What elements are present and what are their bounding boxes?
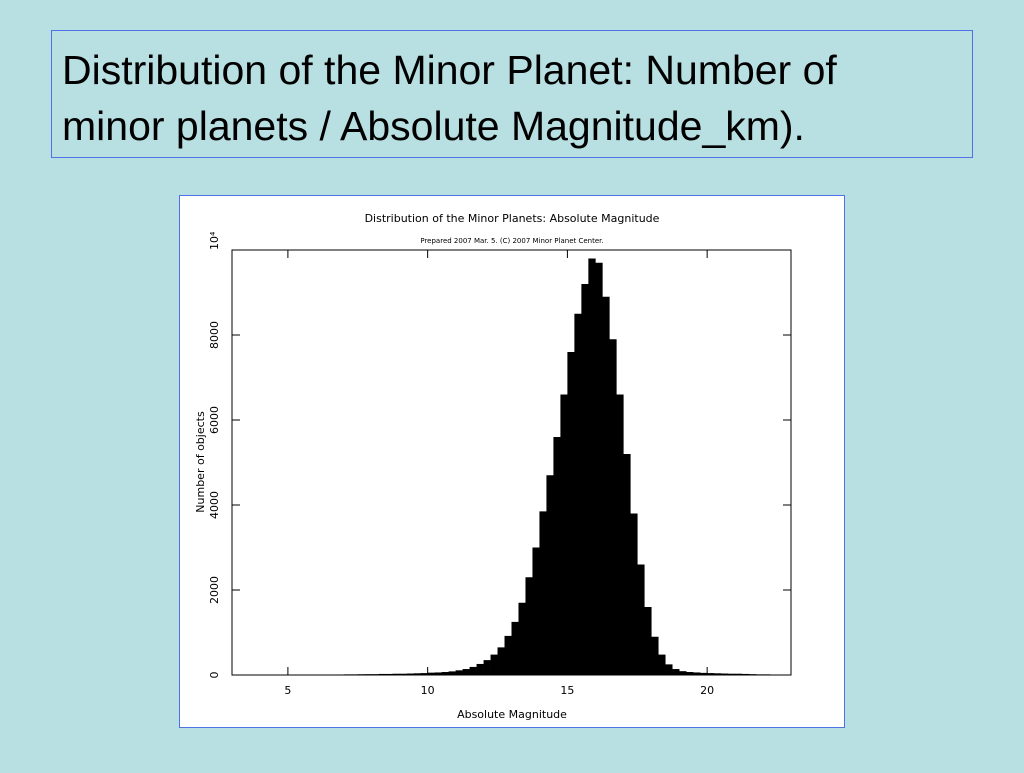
bar: [595, 263, 602, 675]
bar: [707, 673, 714, 675]
y-axis-label: Number of objects: [194, 411, 207, 513]
bar: [567, 352, 574, 675]
bar: [637, 565, 644, 676]
y-tick-label: 10⁴: [208, 231, 221, 250]
bar: [553, 437, 560, 675]
bar: [581, 284, 588, 675]
y-tick-label: 2000: [208, 576, 221, 604]
bar: [665, 664, 672, 675]
x-tick-label: 5: [284, 684, 291, 697]
x-tick-label: 15: [560, 684, 574, 697]
bar: [679, 671, 686, 675]
bar: [574, 314, 581, 675]
y-tick-label: 8000: [208, 321, 221, 349]
bar: [714, 673, 721, 675]
bar: [470, 667, 477, 675]
bar: [518, 603, 525, 675]
x-axis-label: Absolute Magnitude: [457, 708, 567, 721]
bar: [512, 622, 519, 675]
bar: [623, 454, 630, 675]
bar: [616, 395, 623, 676]
bar: [421, 673, 428, 675]
bar: [498, 647, 505, 675]
bar: [393, 674, 400, 675]
bar: [742, 674, 749, 675]
slide-title: minor planets / Absolute Magnitude_km).: [62, 103, 805, 149]
chart-title: Distribution of the Minor Planets: Absol…: [365, 212, 660, 225]
bar: [763, 674, 770, 675]
bar: [428, 673, 435, 675]
bar: [686, 672, 693, 675]
y-tick-label: 6000: [208, 406, 221, 434]
bar: [344, 674, 351, 675]
bar: [435, 672, 442, 675]
bar: [505, 636, 512, 675]
x-tick-label: 20: [700, 684, 714, 697]
bar: [532, 548, 539, 676]
bar: [372, 674, 379, 675]
bar: [609, 339, 616, 675]
bar: [672, 669, 679, 675]
bar: [484, 660, 491, 675]
bar: [477, 664, 484, 675]
bar: [442, 672, 449, 675]
chart-subtitle: Prepared 2007 Mar. 5. (C) 2007 Minor Pla…: [420, 237, 603, 245]
y-tick-label: 4000: [208, 491, 221, 519]
slide-title: Distribution of the Minor Planet: Number…: [62, 47, 837, 93]
y-tick-label: 0: [208, 672, 221, 679]
bar: [693, 672, 700, 675]
bar: [735, 674, 742, 675]
bar: [525, 577, 532, 675]
bar: [749, 674, 756, 675]
bar: [602, 297, 609, 675]
bar: [351, 674, 358, 675]
bar: [407, 674, 414, 675]
bar: [644, 607, 651, 675]
bar: [449, 671, 456, 675]
bar: [728, 674, 735, 675]
bar: [337, 674, 344, 675]
bar: [456, 670, 463, 675]
bar: [386, 674, 393, 675]
bar: [560, 395, 567, 676]
bar: [539, 511, 546, 675]
bar: [491, 655, 498, 675]
bar: [630, 514, 637, 676]
bar: [700, 673, 707, 675]
bar: [658, 655, 665, 675]
bar: [463, 669, 470, 675]
bar: [400, 674, 407, 675]
bar: [414, 673, 421, 675]
bar: [365, 674, 372, 675]
bar: [379, 674, 386, 675]
bar: [588, 259, 595, 676]
bar: [721, 674, 728, 675]
bar: [651, 637, 658, 675]
bar: [358, 674, 365, 675]
x-tick-label: 10: [421, 684, 435, 697]
bar: [546, 475, 553, 675]
bar: [756, 674, 763, 675]
